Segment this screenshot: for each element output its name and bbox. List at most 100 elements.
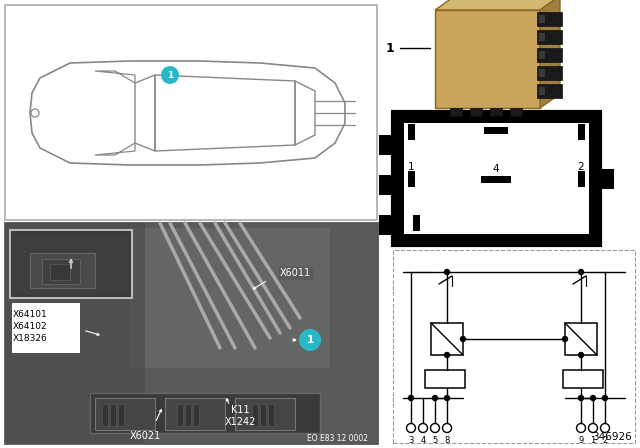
Bar [393,112,600,245]
Text: 5: 5 [433,435,438,444]
Bar [102,404,108,426]
Text: 4: 4 [420,435,426,444]
Bar [431,323,463,355]
Text: K11: K11 [230,405,250,415]
Text: 2: 2 [578,162,584,172]
Bar [563,370,603,388]
Text: X6011: X6011 [280,268,311,278]
Bar [450,108,462,116]
Circle shape [589,423,598,432]
Text: 4: 4 [493,164,499,174]
Circle shape [408,396,413,401]
Text: 9: 9 [579,435,584,444]
Bar [578,171,585,187]
Bar [5,5,377,220]
Bar [268,404,274,426]
Bar [539,69,545,77]
Circle shape [602,396,607,401]
Bar [481,176,511,183]
Text: 8: 8 [578,115,584,125]
Text: X6021: X6021 [129,431,161,441]
Bar [537,66,562,80]
Text: X18326: X18326 [13,333,48,343]
Polygon shape [435,10,540,108]
Circle shape [442,423,451,432]
Bar [539,15,545,23]
Bar [13,233,129,295]
Circle shape [461,336,465,341]
Bar [408,124,415,140]
Text: 9: 9 [408,115,414,125]
Bar [470,108,482,116]
Circle shape [299,329,321,351]
Bar [539,51,545,59]
Bar [110,404,116,426]
Circle shape [433,396,438,401]
Bar [565,323,597,355]
Circle shape [419,423,428,432]
Bar [42,259,80,284]
Bar [5,223,145,443]
Bar [5,223,377,443]
Bar [537,30,562,44]
Bar [50,264,70,280]
Text: 1: 1 [307,335,314,345]
Bar [379,215,393,235]
Circle shape [579,396,584,401]
Bar [379,175,393,195]
Bar [235,398,295,430]
Circle shape [579,353,584,358]
Circle shape [445,396,449,401]
Text: X1242: X1242 [224,417,256,427]
Circle shape [600,423,609,432]
Text: 1: 1 [590,435,596,444]
Polygon shape [435,0,560,10]
Text: X64101: X64101 [13,310,48,319]
Circle shape [445,353,449,358]
Text: 8: 8 [444,435,450,444]
Text: 1: 1 [408,162,414,172]
Bar [490,108,502,116]
Bar [578,124,585,140]
Circle shape [161,66,179,84]
Bar [118,404,124,426]
Bar [12,303,80,353]
Bar [379,135,393,155]
Polygon shape [540,0,560,108]
Bar [537,84,562,98]
Bar [484,127,508,134]
Circle shape [591,396,595,401]
Bar [95,398,155,430]
Bar [537,12,562,26]
Bar [600,169,614,189]
Text: 3: 3 [413,234,419,244]
Bar [177,404,183,426]
Bar [404,123,589,234]
Bar [185,404,191,426]
Text: 2: 2 [602,435,607,444]
Bar [539,33,545,41]
Bar [90,393,320,433]
Bar [30,253,95,288]
Circle shape [577,423,586,432]
Bar [193,404,199,426]
Bar [10,230,132,298]
Bar [425,370,465,388]
Bar [537,48,562,62]
Circle shape [445,270,449,275]
Bar [539,87,545,95]
Bar [165,398,225,430]
Bar [393,250,635,443]
Circle shape [563,336,568,341]
Bar [408,171,415,187]
Bar [5,223,377,443]
Circle shape [579,270,584,275]
Text: 3: 3 [408,435,413,444]
Text: 346926: 346926 [592,432,632,442]
Bar [413,215,420,231]
Bar [510,108,522,116]
Circle shape [431,423,440,432]
Text: 5: 5 [493,115,499,125]
Text: 1: 1 [167,70,173,79]
Text: X64102: X64102 [13,322,47,331]
